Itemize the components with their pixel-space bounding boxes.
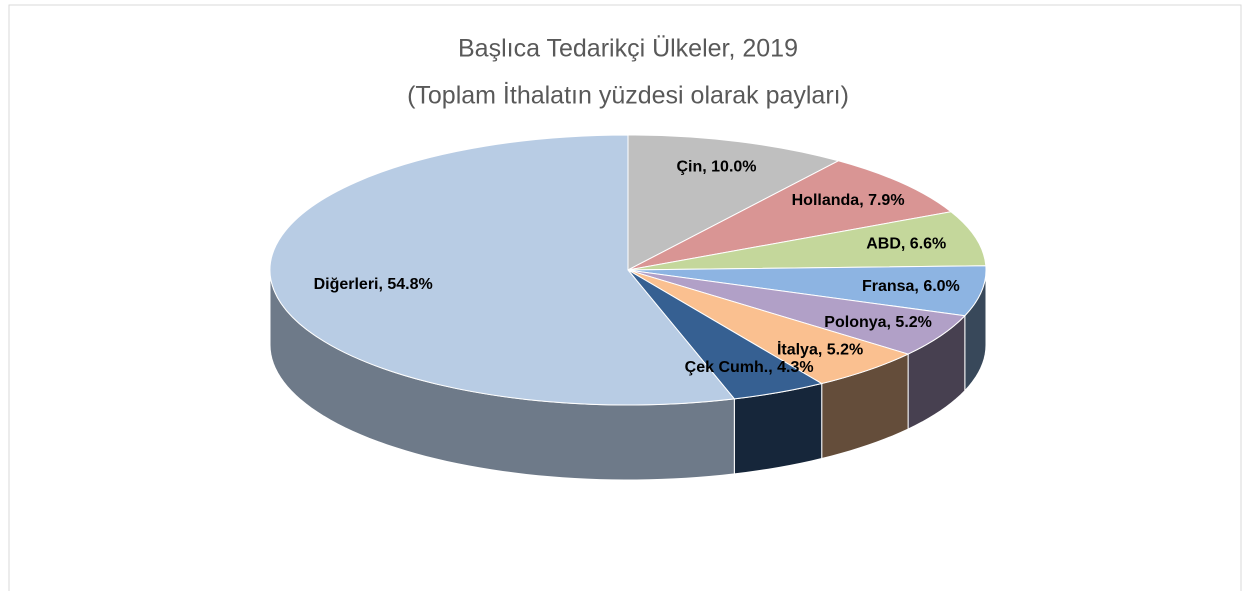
data-label: İtalya, 5.2% xyxy=(777,340,863,358)
data-label: Polonya, 5.2% xyxy=(824,314,932,331)
chart-subtitle: (Toplam İthalatın yüzdesi olarak payları… xyxy=(407,81,849,110)
data-label: ABD, 6.6% xyxy=(866,236,946,253)
data-label: Diğerleri, 54.8% xyxy=(314,276,433,293)
slice xyxy=(627,211,987,271)
slice xyxy=(627,134,840,271)
labels: Çin, 10.0% Hollanda, 7.9% ABD, 6.6% Fransa,… xyxy=(314,159,960,377)
tops xyxy=(269,134,987,406)
data-label: Çin, 10.0% xyxy=(676,159,756,176)
sides xyxy=(269,269,987,481)
chart-title: Başlıca Tedarikçi Ülkeler, 2019 xyxy=(458,35,798,63)
slice xyxy=(269,134,736,406)
slice xyxy=(627,265,987,317)
data-label: Fransa, 6.0% xyxy=(862,278,960,295)
slice xyxy=(627,160,953,271)
data-label: Çek Cumh., 4.3% xyxy=(685,359,814,376)
data-label: Hollanda, 7.9% xyxy=(792,192,905,209)
